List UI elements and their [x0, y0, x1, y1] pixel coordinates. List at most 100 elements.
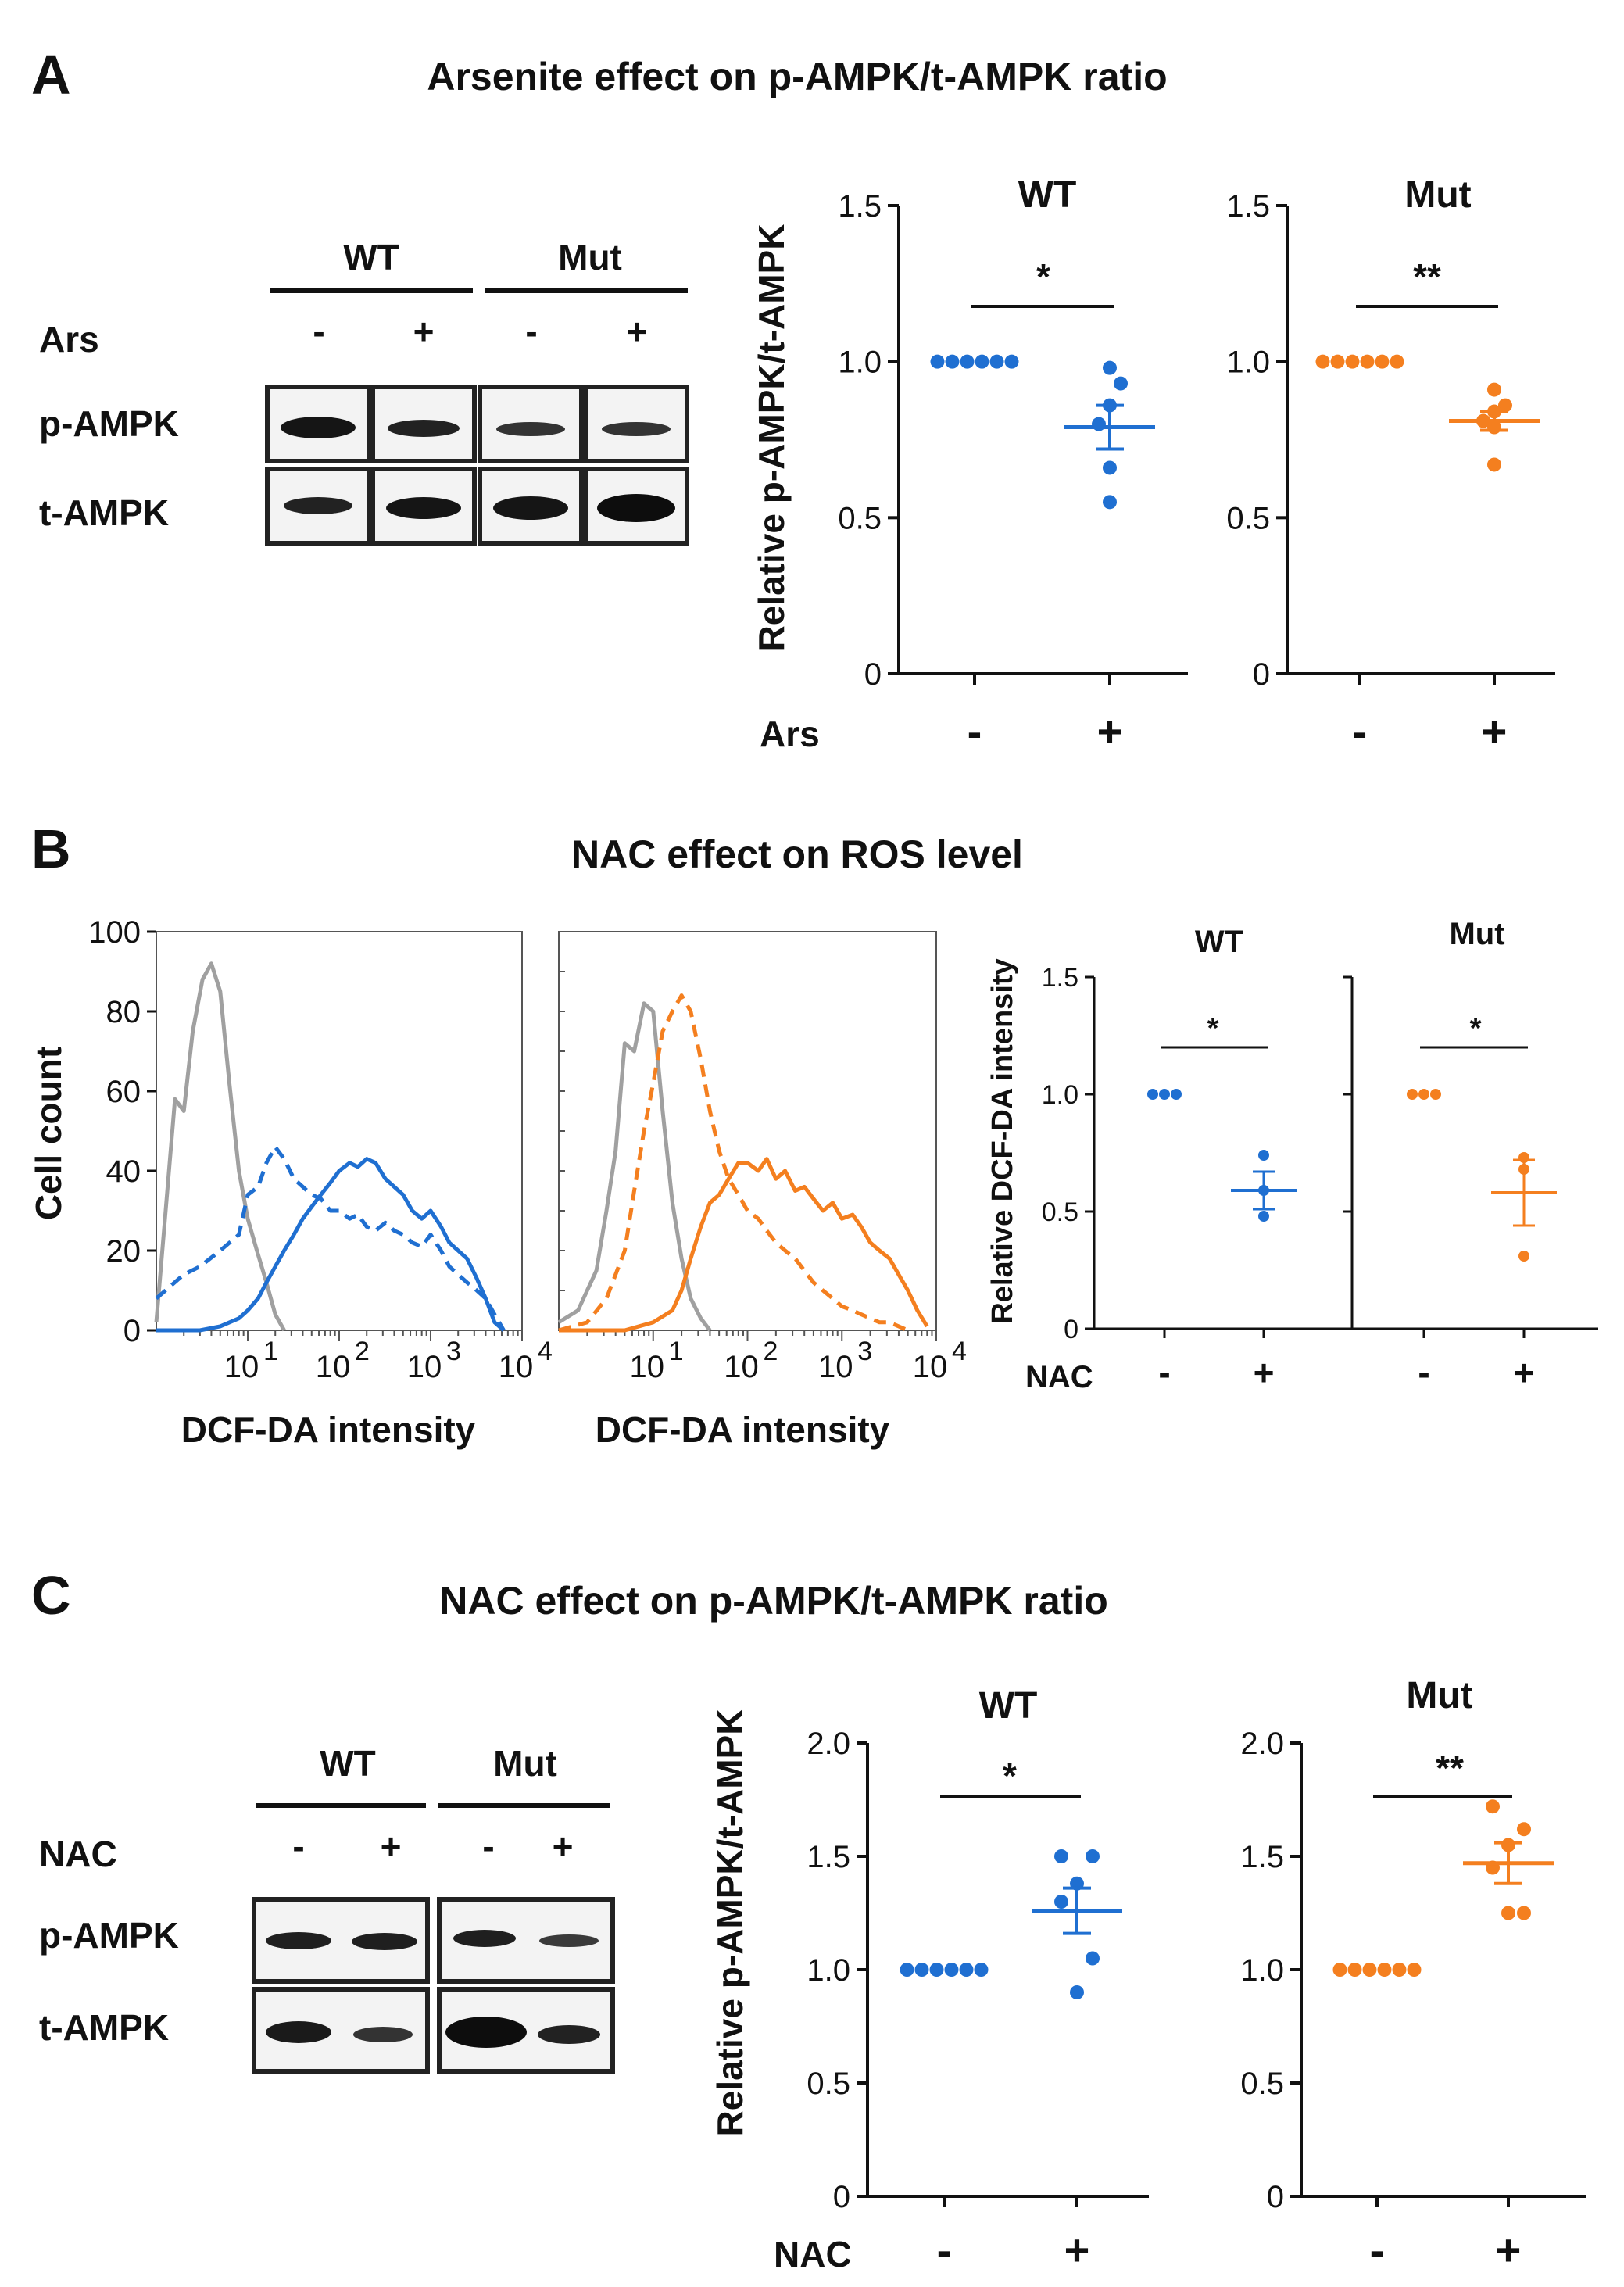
chart-c-cat-3: -: [1370, 2225, 1385, 2274]
blot-c-band: [266, 2021, 331, 2043]
blot-a-band: [597, 494, 675, 522]
chart-c-xlabel: NAC: [774, 2234, 852, 2274]
chart-a-wt-control-point: [930, 354, 945, 369]
blot-c-band: [538, 2025, 600, 2044]
chart-b-hist-mut-x-tick-label: 10: [630, 1350, 665, 1384]
chart-c-wt-y-tick-label: 1.5: [807, 1840, 850, 1874]
chart-c-wt-treated-point: [1054, 1895, 1068, 1909]
blot-a-band: [493, 496, 568, 520]
chart-a-mut-control-point: [1315, 354, 1330, 369]
blot-a-lane-3: -: [525, 311, 537, 352]
chart-a-wt-control-point: [975, 354, 989, 369]
chart-b-wt-treated-point: [1258, 1150, 1269, 1161]
chart-b-cat-2: +: [1254, 1352, 1275, 1393]
chart-a-wt-y-tick-label: 1.5: [838, 189, 882, 224]
chart-c-mut-control-point: [1407, 1963, 1422, 1977]
chart-c-plot: 0 0.5 1.0 1.5 2.0 0 0.5 1.0 1.5 2.0: [807, 1727, 1586, 2214]
chart-b-mut-control-point: [1418, 1089, 1429, 1100]
chart-b-cat-4: +: [1514, 1352, 1535, 1393]
chart-a-wt-sig: *: [1036, 256, 1050, 297]
chart-a-xlabel: Ars: [760, 714, 820, 754]
chart-b-hist-mut-x-tick-label: 10: [818, 1350, 853, 1384]
chart-c-wt-control-point: [944, 1963, 959, 1977]
blot-a-row-pampk: p-AMPK: [39, 403, 179, 444]
chart-b-hist-wt-NAC-curve: [155, 1144, 506, 1332]
chart-b-ylabel: Cell count: [28, 1047, 69, 1220]
blot-a-band: [388, 420, 460, 437]
chart-a-wt-treated-point: [1103, 360, 1117, 375]
blot-a-treatment-label: Ars: [39, 319, 99, 360]
chart-b-hist-y-tick-label: 0: [123, 1314, 141, 1348]
chart-b-hist-wt-x-tick-label: 10: [499, 1350, 534, 1384]
chart-b-xlabel: NAC: [1025, 1360, 1093, 1394]
chart-c-mut-control-point: [1392, 1963, 1407, 1977]
chart-a-mut-control-point: [1345, 354, 1360, 369]
blot-a-row-tampk: t-AMPK: [39, 492, 169, 533]
chart-c-mut-treated-point: [1517, 1822, 1531, 1837]
chart-c-wt-y-tick-label: 2.0: [807, 1727, 850, 1761]
chart-c-mut-y-tick-label: 1.0: [1240, 1953, 1284, 1988]
chart-b-hist-wt-x-tick-label: 10: [407, 1350, 442, 1384]
chart-c-wt-y-tick-label: 0.5: [807, 2067, 850, 2101]
chart-b-wt-control-point: [1171, 1089, 1182, 1100]
chart-a-mut-y-tick-label: 1.5: [1226, 189, 1270, 224]
blot-c-lane-1: -: [292, 1826, 304, 1866]
chart-b-mut-control-point: [1430, 1089, 1441, 1100]
chart-c-cat-4: +: [1496, 2225, 1522, 2274]
chart-b-cat-1: -: [1158, 1352, 1170, 1393]
blot-c-row-pampk: p-AMPK: [39, 1915, 179, 1956]
chart-c-mut-y-tick-label: 0: [1267, 2180, 1284, 2214]
chart-b-hist-mut-x-tick-exp: 2: [764, 1337, 778, 1366]
chart-b-hist-wt-frame: [156, 931, 523, 1331]
chart-b-hist-wt-x-tick-exp: 3: [446, 1337, 461, 1366]
chart-a-mut-control-point: [1330, 354, 1345, 369]
chart-c-mut-y-tick-label: 0.5: [1240, 2067, 1284, 2101]
blot-a: WT Mut Ars - + - + p-AMPK t-AMPK: [39, 237, 689, 546]
chart-b-hist-mut-x-tick-label: 10: [724, 1350, 759, 1384]
chart-b-hist-y-tick-label: 20: [106, 1234, 141, 1269]
blot-a-band: [496, 422, 565, 436]
panel-a-letter: A: [31, 45, 71, 106]
chart-a-mut-sig: **: [1413, 256, 1441, 297]
panel-b-title: NAC effect on ROS level: [571, 832, 1023, 876]
blot-a-lane-1: -: [313, 311, 324, 352]
chart-a-wt-treated-point: [1114, 376, 1128, 391]
blot-a-band: [281, 417, 356, 438]
chart-b-hist-mut-unstained-curve: [557, 1001, 712, 1332]
chart-a-scatter: Relative p-AMPK/t-AMPK WT Mut Ars - + - …: [751, 174, 1555, 756]
blot-a-group-mut: Mut: [558, 237, 622, 277]
blot-c-group-wt: WT: [320, 1743, 376, 1784]
chart-b-cat-3: -: [1418, 1352, 1429, 1393]
chart-b-hist-wt-x-tick-label: 10: [316, 1350, 351, 1384]
chart-a-mut-control-point: [1375, 354, 1390, 369]
chart-c-mut-treated-point: [1501, 1906, 1515, 1920]
blot-a-band: [284, 497, 352, 514]
chart-b-hist-mut-x-tick-exp: 3: [857, 1337, 872, 1366]
chart-a-cat-1: -: [968, 707, 982, 756]
chart-a-wt-title: WT: [1018, 174, 1077, 216]
blot-a-lane-2: +: [413, 311, 435, 352]
chart-b-hist-mut-NAC-curve: [558, 993, 909, 1333]
chart-b-hist-wt-unstained-curve: [154, 961, 286, 1332]
chart-b-mut-treated-point: [1518, 1251, 1529, 1262]
blot-c-band: [453, 1930, 516, 1947]
chart-b-hist-y-tick-label: 60: [106, 1075, 141, 1109]
chart-c-scatter: Relative p-AMPK/t-AMPK WT Mut NAC - + - …: [710, 1675, 1586, 2274]
chart-c-wt-treated-point: [1086, 1951, 1100, 1966]
chart-c-mut-y-tick-label: 1.5: [1240, 1840, 1284, 1874]
blot-c-treatment-label: NAC: [39, 1834, 117, 1874]
panel-c-letter: C: [31, 1565, 71, 1626]
chart-b-wt-y-tick-label: 0: [1064, 1315, 1078, 1344]
blot-c-lane-2: +: [381, 1826, 402, 1866]
chart-a-wt-control-point: [1004, 354, 1019, 369]
chart-a-wt-control-point: [989, 354, 1004, 369]
chart-c-wt-treated-point: [1070, 1985, 1084, 1999]
chart-a-cat-4: +: [1482, 707, 1508, 756]
blot-c-band: [266, 1932, 331, 1949]
chart-c-mut-treated-point: [1486, 1799, 1500, 1814]
chart-a-wt-y-tick-label: 0.5: [838, 501, 882, 535]
chart-c-ylabel: Relative p-AMPK/t-AMPK: [710, 1709, 750, 2137]
chart-c-wt-title: WT: [979, 1685, 1038, 1727]
blot-c-image: [252, 1897, 615, 2074]
